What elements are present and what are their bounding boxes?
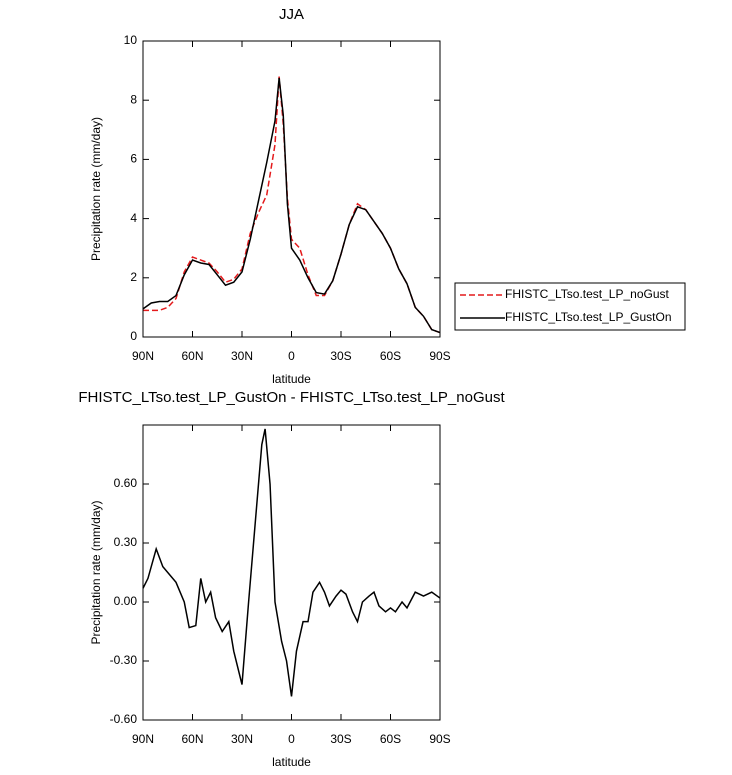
chart-title: FHISTC_LTso.test_LP_GustOn - FHISTC_LTso… xyxy=(78,389,505,406)
x-tick-label: 30S xyxy=(330,349,351,363)
x-tick-label: 90N xyxy=(132,732,154,746)
x-tick-label: 0 xyxy=(288,349,295,363)
x-tick-label: 60S xyxy=(380,732,401,746)
x-axis-label: latitude xyxy=(272,755,311,769)
y-tick-label: 4 xyxy=(130,211,137,225)
y-axis-label: Precipitation rate (mm/day) xyxy=(89,500,103,644)
y-tick-label: 10 xyxy=(124,33,138,47)
data-line xyxy=(143,76,441,334)
x-tick-label: 30S xyxy=(330,732,351,746)
x-tick-label: 60N xyxy=(181,349,203,363)
x-tick-label: 60S xyxy=(380,349,401,363)
y-tick-label: 0.60 xyxy=(114,476,138,490)
x-tick-label: 30N xyxy=(231,349,253,363)
x-tick-label: 90S xyxy=(429,732,450,746)
y-tick-label: 8 xyxy=(130,92,137,106)
legend-box xyxy=(454,282,686,331)
x-tick-label: 90N xyxy=(132,349,154,363)
y-tick-label: 2 xyxy=(130,270,137,284)
legend-label: FHISTC_LTso.test_LP_GustOn xyxy=(505,310,672,324)
chart-title: JJA xyxy=(279,6,304,23)
data-line xyxy=(142,77,441,334)
y-tick-label: 0 xyxy=(130,329,137,343)
y-tick-label: 6 xyxy=(130,152,137,166)
y-axis-label: Precipitation rate (mm/day) xyxy=(89,117,103,261)
x-tick-label: 90S xyxy=(429,349,450,363)
x-tick-label: 0 xyxy=(288,732,295,746)
data-line xyxy=(142,428,441,697)
y-tick-label: -0.60 xyxy=(110,712,138,726)
x-axis-label: latitude xyxy=(272,372,311,386)
plot-frame xyxy=(142,40,441,338)
x-tick-label: 30N xyxy=(231,732,253,746)
y-tick-label: -0.30 xyxy=(110,653,138,667)
x-tick-label: 60N xyxy=(181,732,203,746)
y-tick-label: 0.00 xyxy=(114,594,138,608)
plot-frame xyxy=(142,424,441,721)
y-tick-label: 0.30 xyxy=(114,535,138,549)
legend-label: FHISTC_LTso.test_LP_noGust xyxy=(505,287,670,301)
